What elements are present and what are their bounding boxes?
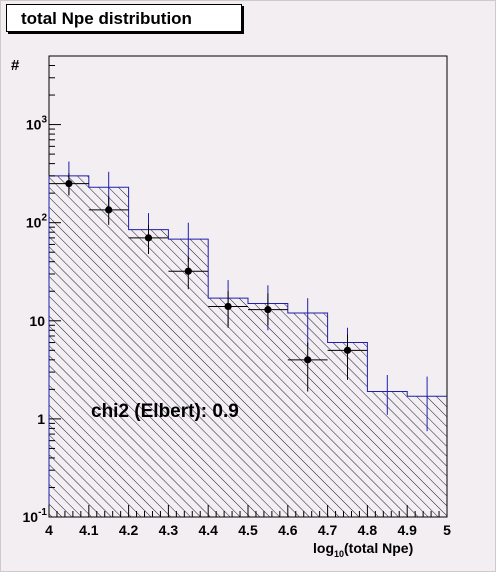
x-axis-label-sub: 10 <box>334 549 344 559</box>
axes: 4 4.1 4.2 4.3 4.4 4.5 4.6 4.7 4.8 4.9 5 10-1 1 10 102 1… <box>23 55 451 538</box>
data-point <box>264 306 272 314</box>
x-tick-label: 4.9 <box>397 522 417 538</box>
x-tick-label: 4.4 <box>198 522 218 538</box>
y-axis-label: # <box>11 57 20 74</box>
histogram-outline <box>48 175 447 517</box>
chi2-annotation: chi2 (Elbert): 0.9 <box>91 401 239 422</box>
histogram-hatch-fill <box>49 175 447 517</box>
data-point <box>304 356 312 364</box>
data-point <box>184 267 192 275</box>
x-axis-label-main: log <box>313 540 334 556</box>
x-tick-label: 4.6 <box>278 522 298 538</box>
data-point <box>343 346 352 354</box>
y-tick-label: 102 <box>26 213 48 231</box>
x-tick-label: 4.7 <box>318 522 338 538</box>
x-axis-label-rest: (total Npe) <box>344 540 413 556</box>
x-axis-label: log10(total Npe) <box>313 540 413 559</box>
data-point <box>65 180 73 188</box>
x-tick-label: 4.5 <box>238 522 258 538</box>
x-tick-label: 5 <box>443 522 451 538</box>
data-point <box>144 234 153 242</box>
y-tick-label: 1 <box>37 411 45 427</box>
x-tick-label: 4.3 <box>159 522 179 538</box>
x-tick-label: 4.1 <box>79 522 99 538</box>
y-tick-label: 10 <box>29 313 45 329</box>
chart-title: total Npe distribution <box>6 4 242 32</box>
x-tick-label: 4 <box>45 522 53 538</box>
x-tick-label: 4.2 <box>119 522 139 538</box>
y-tick-label: 103 <box>26 115 48 133</box>
data-point <box>224 302 232 311</box>
data-points-series <box>49 173 368 392</box>
x-tick-label: 4.8 <box>358 522 378 538</box>
y-tick-label: 10-1 <box>23 507 48 525</box>
data-point <box>105 206 113 214</box>
